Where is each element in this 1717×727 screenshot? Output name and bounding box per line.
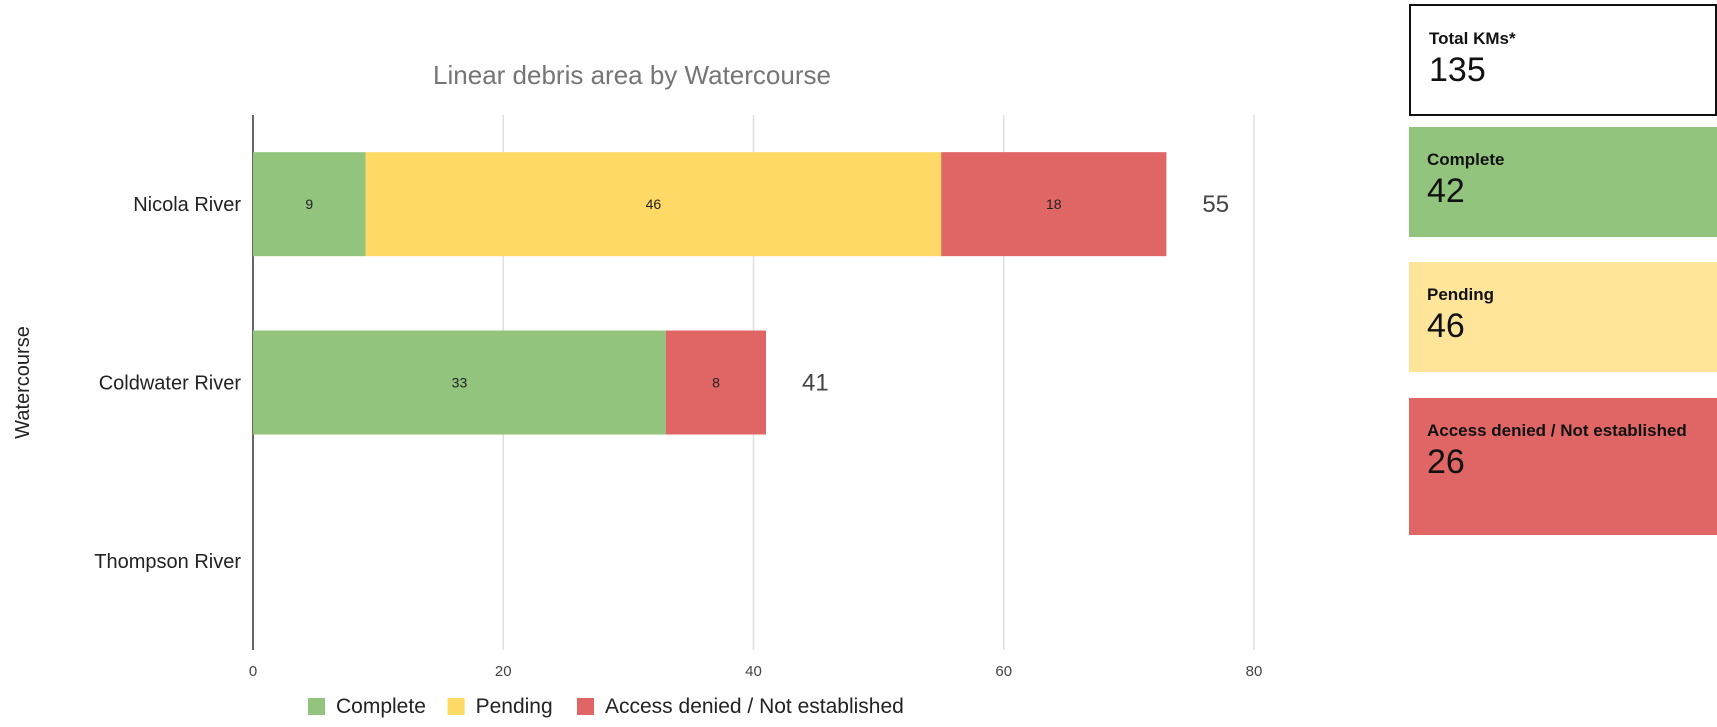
legend-swatch-1 <box>447 698 465 715</box>
legend-label-1: Pending <box>476 695 553 718</box>
category-label-2: Thompson River <box>94 551 241 573</box>
kpi-total-value: 135 <box>1429 51 1486 89</box>
chart-area: Linear debris area by Watercourse 0 20 40 60… <box>12 60 1263 718</box>
kpi-pending: Pending 46 <box>1409 262 1717 372</box>
legend-swatch-2 <box>577 698 594 715</box>
x-tick-label-3: 60 <box>995 663 1012 680</box>
bar-access-denied-not-established-0 <box>941 152 1167 257</box>
x-tick-label-4: 80 <box>1246 663 1263 680</box>
kpi-denied-label: Access denied / Not established <box>1427 421 1687 440</box>
total-label-0: 55 <box>1202 191 1229 218</box>
bar-complete-0 <box>253 152 366 257</box>
bar-complete-1 <box>253 330 666 435</box>
chart-title: Linear debris area by Watercourse <box>433 60 831 90</box>
data-label-2-1: 8 <box>712 375 720 391</box>
kpi-total-label: Total KMs* <box>1429 29 1516 48</box>
legend-label-2: Access denied / Not established <box>605 695 904 718</box>
data-label-1-0: 46 <box>646 196 662 212</box>
kpi-complete: Complete 42 <box>1409 127 1717 237</box>
kpi-denied-value: 26 <box>1427 443 1465 481</box>
kpi-pending-label: Pending <box>1427 285 1495 304</box>
kpi-total-kms: Total KMs* 135 <box>1409 4 1717 116</box>
y-axis-title: Watercourse <box>12 326 34 439</box>
x-tick-label-0: 0 <box>249 663 257 680</box>
total-label-1: 41 <box>802 370 829 397</box>
data-label-2-0: 18 <box>1046 196 1062 212</box>
data-label-0-1: 33 <box>452 375 468 391</box>
legend-label-0: Complete <box>336 695 426 718</box>
bar-access-denied-not-established-1 <box>665 330 767 435</box>
category-label-0: Nicola River <box>133 194 241 216</box>
legend-swatch-0 <box>308 698 325 715</box>
x-tick-label-2: 40 <box>745 663 762 680</box>
data-label-0-0: 9 <box>305 196 313 212</box>
bar-pending-0 <box>365 152 942 257</box>
stacked-bar-chart: Linear debris area by Watercourse 0 20 40 60… <box>12 60 1263 718</box>
kpi-access-denied: Access denied / Not established 26 <box>1409 398 1717 535</box>
kpi-complete-label: Complete <box>1427 150 1505 169</box>
category-label-1: Coldwater River <box>99 373 242 395</box>
x-tick-label-1: 20 <box>495 663 512 680</box>
kpi-complete-value: 42 <box>1427 172 1465 210</box>
kpi-pending-value: 46 <box>1427 307 1465 345</box>
